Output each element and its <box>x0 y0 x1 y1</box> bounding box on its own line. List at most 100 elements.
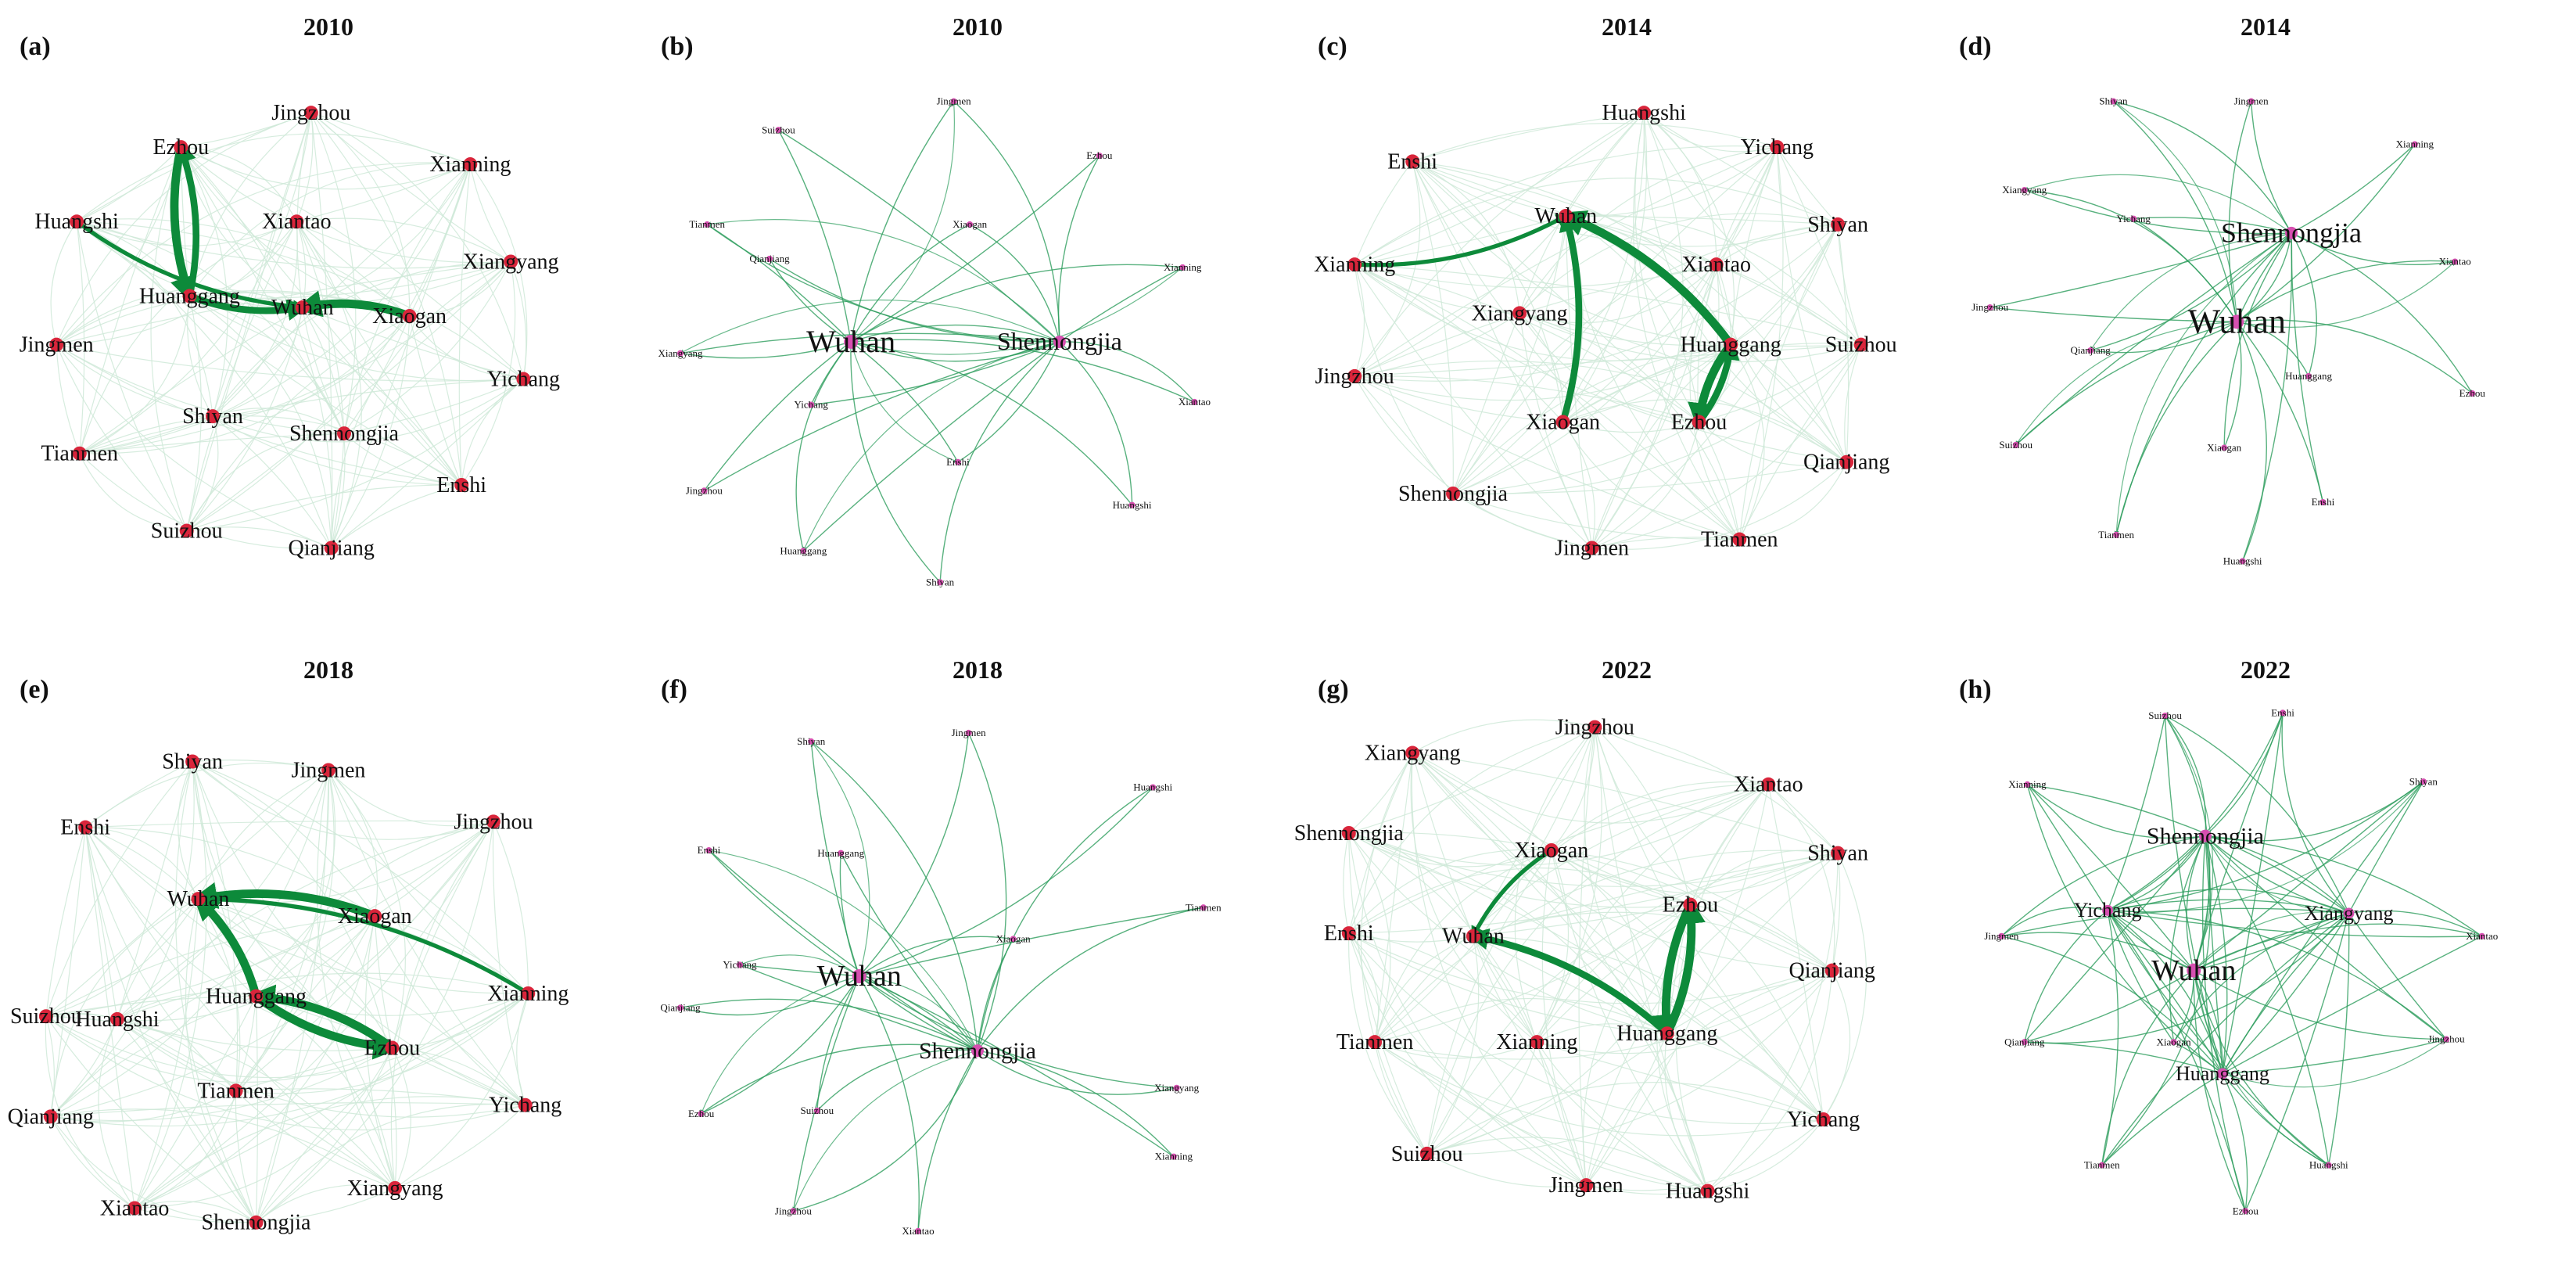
web-edge <box>1348 932 1832 1004</box>
directed-edge <box>840 853 978 1052</box>
panel-letter: (f) <box>661 675 687 704</box>
web-edge <box>117 770 329 1020</box>
node-dot <box>808 401 815 408</box>
node-dot <box>185 754 200 769</box>
node-label: Jingzhou <box>271 101 350 125</box>
web-edge <box>1354 375 1740 541</box>
strong-edge <box>194 892 529 996</box>
panel-title: 2014 <box>1602 13 1652 41</box>
directed-edge <box>2250 101 2292 235</box>
web-edge <box>256 821 494 1223</box>
strong-edge <box>1696 338 1740 425</box>
node-label: Xiantao <box>100 1196 170 1220</box>
node-label: Ezhou <box>2233 1205 2259 1216</box>
node-label: Xiaogan <box>1526 410 1600 434</box>
web-edge <box>310 113 333 548</box>
node-dot <box>72 446 87 461</box>
node-label: Huanggang <box>817 847 864 859</box>
web-edge <box>212 415 332 548</box>
web-edge <box>255 821 494 997</box>
web-edge <box>1452 421 1699 494</box>
node-label: Huangshi <box>75 1008 160 1032</box>
node-label: Jingzhou <box>2428 1033 2465 1045</box>
directed-edge <box>769 258 852 343</box>
panel-e: (e) 2018 Shiyan Jingmen Enshi Jingzhou Wuhan Xi… <box>8 656 569 1235</box>
web-edge <box>1374 970 1833 1060</box>
web-edge <box>76 221 297 247</box>
nodes: Shiyan Jingmen Enshi Jingzhou Wuhan Xiaogan Su… <box>8 749 569 1234</box>
node-dot <box>2239 558 2246 565</box>
directed-edge <box>2024 909 2109 1043</box>
panel-c: (c) 2014 Huangshi Yichang Enshi Shiyan Wuhan Xi… <box>1314 13 1897 560</box>
directed-edge <box>2115 321 2238 535</box>
node-label: Qianjiang <box>749 253 790 264</box>
node-dot <box>2162 712 2169 719</box>
web-edge <box>1667 970 1832 1034</box>
web-edge <box>50 761 195 1117</box>
strong-edge <box>1559 209 1583 423</box>
directed-edge <box>2190 969 2246 1212</box>
node-dot <box>1579 1178 1594 1193</box>
directed-edge <box>976 1050 1177 1095</box>
directed-edge <box>2106 781 2424 913</box>
web-edge <box>1562 421 1699 433</box>
node-dot <box>1128 501 1136 508</box>
directed-edge <box>700 975 859 1115</box>
node-label: Jingmen <box>937 95 972 107</box>
node-dot <box>1446 486 1460 501</box>
directed-edge <box>2090 321 2238 354</box>
web-edge <box>1348 832 1839 887</box>
node-label: Huanggang <box>1616 1022 1717 1046</box>
directed-edge <box>1056 155 1100 343</box>
node-dot <box>486 814 500 829</box>
web-edge <box>117 1018 257 1223</box>
web-edge <box>117 972 529 1020</box>
web-edge <box>255 770 329 1223</box>
web-edge <box>255 993 529 1223</box>
node-label: Ezhou <box>688 1108 715 1119</box>
node-label: Yichang <box>723 959 757 971</box>
web-edge <box>1473 903 1691 937</box>
web-edge <box>1591 537 1740 549</box>
node-dot <box>1709 257 1724 272</box>
directed-edge <box>2221 1038 2447 1076</box>
directed-edge <box>2015 232 2293 446</box>
web-edge <box>1519 264 1717 324</box>
node-label: Shiyan <box>162 749 223 774</box>
web-edge <box>331 433 345 548</box>
node-dot <box>698 1110 705 1117</box>
web-edge <box>1551 781 1769 851</box>
web-edge <box>302 307 345 434</box>
node-dot <box>70 214 84 229</box>
node-dot <box>289 214 304 229</box>
directed-edge <box>802 341 1060 552</box>
nodes: Jingzhou Xiangyang Xiantao Shennongjia Shiya… <box>1294 716 1875 1204</box>
web-edge <box>1551 850 1833 972</box>
web-edge <box>1591 422 1700 549</box>
node-label: Tianmen <box>1186 901 1222 913</box>
node-dot <box>1732 532 1747 547</box>
web-edge <box>1348 832 1833 972</box>
node-label: Suizhou <box>1999 439 2032 451</box>
node-dot <box>813 1108 820 1115</box>
node-dot <box>2024 781 2031 788</box>
web-edge <box>1536 1042 1587 1186</box>
node-dot <box>1341 926 1356 941</box>
web-edge <box>1716 224 1839 265</box>
node-dot <box>2443 1036 2450 1043</box>
node-dot <box>1998 932 2005 939</box>
web-edge <box>1699 344 1862 423</box>
web-edge <box>1776 146 1839 225</box>
web-edge <box>50 221 77 345</box>
node-dot <box>937 579 944 586</box>
web-edge <box>302 307 346 548</box>
strong-edge <box>175 141 199 297</box>
directed-edge <box>850 100 956 343</box>
web-edge <box>469 163 511 262</box>
directed-edge <box>2236 232 2294 322</box>
directed-edge <box>2204 834 2349 914</box>
node-dot <box>2319 498 2327 505</box>
web-edge <box>1730 344 1847 462</box>
web-edge <box>181 146 297 222</box>
web-edge <box>84 827 135 1209</box>
